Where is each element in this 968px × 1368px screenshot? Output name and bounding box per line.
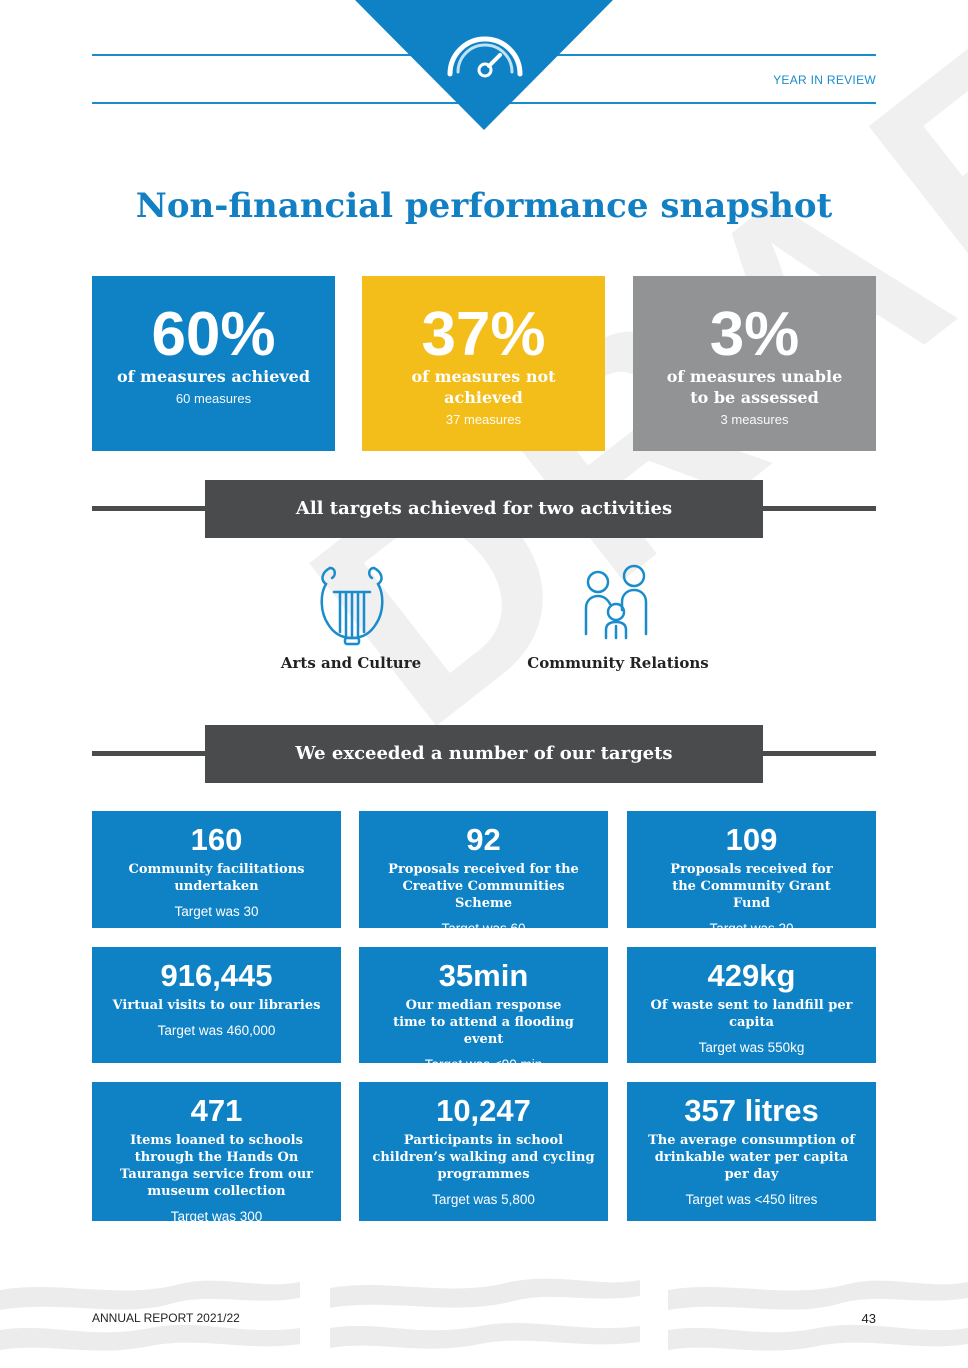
target-previous: Target was <450 litres	[685, 1192, 818, 1207]
stat-label: of measures achieved	[116, 367, 311, 386]
target-description: Proposals received for the Community Gra…	[670, 862, 833, 911]
target-card: 92 Proposals received for the Creative C…	[359, 811, 608, 936]
stat-value: 60%	[151, 300, 276, 369]
target-previous: Target was 550kg	[698, 1040, 805, 1055]
target-number: 357 litres	[684, 1093, 819, 1128]
stat-unassessed: 3% of measures unable to be assessed 3 m…	[633, 276, 876, 451]
target-card: 35min Our median response time to attend…	[359, 947, 608, 1072]
target-description: The average consumption of drinkable wat…	[648, 1133, 855, 1182]
stat-not-achieved: 37% of measures not achieved 37 measures	[362, 276, 605, 451]
target-number: 471	[190, 1093, 243, 1128]
section-tag: YEAR IN REVIEW	[773, 73, 876, 87]
lyre-icon	[320, 566, 384, 646]
target-number: 92	[466, 822, 501, 857]
target-previous: Target was 30	[174, 904, 259, 919]
target-previous: Target was 5,800	[432, 1192, 535, 1207]
target-card: 357 litres The average consumption of dr…	[627, 1082, 876, 1221]
footer-report-title: ANNUAL REPORT 2021/22	[92, 1311, 240, 1325]
target-card: 10,247 Participants in school children’s…	[359, 1082, 608, 1221]
target-previous: Target was <90 min	[424, 1057, 543, 1072]
stat-sub: 3 measures	[720, 412, 789, 427]
target-description: Virtual visits to our libraries	[112, 998, 321, 1013]
target-description: Of waste sent to landfill per capita	[650, 998, 853, 1030]
activity-community-relations: Community Relations	[527, 654, 709, 672]
gauge-icon	[447, 36, 523, 78]
target-number: 916,445	[160, 958, 273, 993]
target-card: 160 Community facilitations undertaken T…	[92, 811, 341, 928]
target-number: 160	[190, 822, 243, 857]
target-description: Participants in school children’s walkin…	[372, 1133, 595, 1182]
target-description: Community facilitations undertaken	[128, 862, 305, 894]
stat-achieved: 60% of measures achieved 60 measures	[92, 276, 335, 451]
stat-value: 3%	[709, 300, 800, 369]
target-number: 109	[725, 822, 778, 857]
target-previous: Target was 300	[170, 1209, 263, 1224]
stat-label: of measures unable to be assessed	[666, 367, 843, 407]
stat-value: 37%	[421, 300, 546, 369]
stat-sub: 37 measures	[445, 412, 522, 427]
target-card: 429kg Of waste sent to landfill per capi…	[627, 947, 876, 1063]
page-number: 43	[861, 1311, 876, 1326]
target-description: Items loaned to schools through the Hand…	[119, 1133, 314, 1199]
target-description: Proposals received for the Creative Comm…	[388, 862, 579, 911]
target-previous: Target was 20	[709, 921, 794, 936]
banner-all-targets: All targets achieved for two activities	[205, 480, 763, 538]
stat-sub: 60 measures	[175, 391, 252, 406]
banner-exceeded-targets: We exceeded a number of our targets	[205, 725, 763, 783]
target-card: 109 Proposals received for the Community…	[627, 811, 876, 936]
family-icon	[584, 564, 648, 640]
target-number: 10,247	[436, 1093, 531, 1128]
page-title: Non-financial performance snapshot	[135, 186, 833, 226]
footer-pattern	[0, 1278, 968, 1351]
target-card: 471 Items loaned to schools through the …	[92, 1082, 341, 1224]
target-number: 429kg	[707, 958, 796, 993]
target-card: 916,445 Virtual visits to our libraries …	[92, 947, 341, 1063]
target-previous: Target was 460,000	[157, 1023, 276, 1038]
target-number: 35min	[438, 958, 529, 993]
target-description: Our median response time to attend a flo…	[393, 998, 574, 1047]
activity-arts-culture: Arts and Culture	[280, 654, 422, 672]
target-previous: Target was 60	[441, 921, 526, 936]
stat-label: of measures not achieved	[411, 367, 556, 407]
